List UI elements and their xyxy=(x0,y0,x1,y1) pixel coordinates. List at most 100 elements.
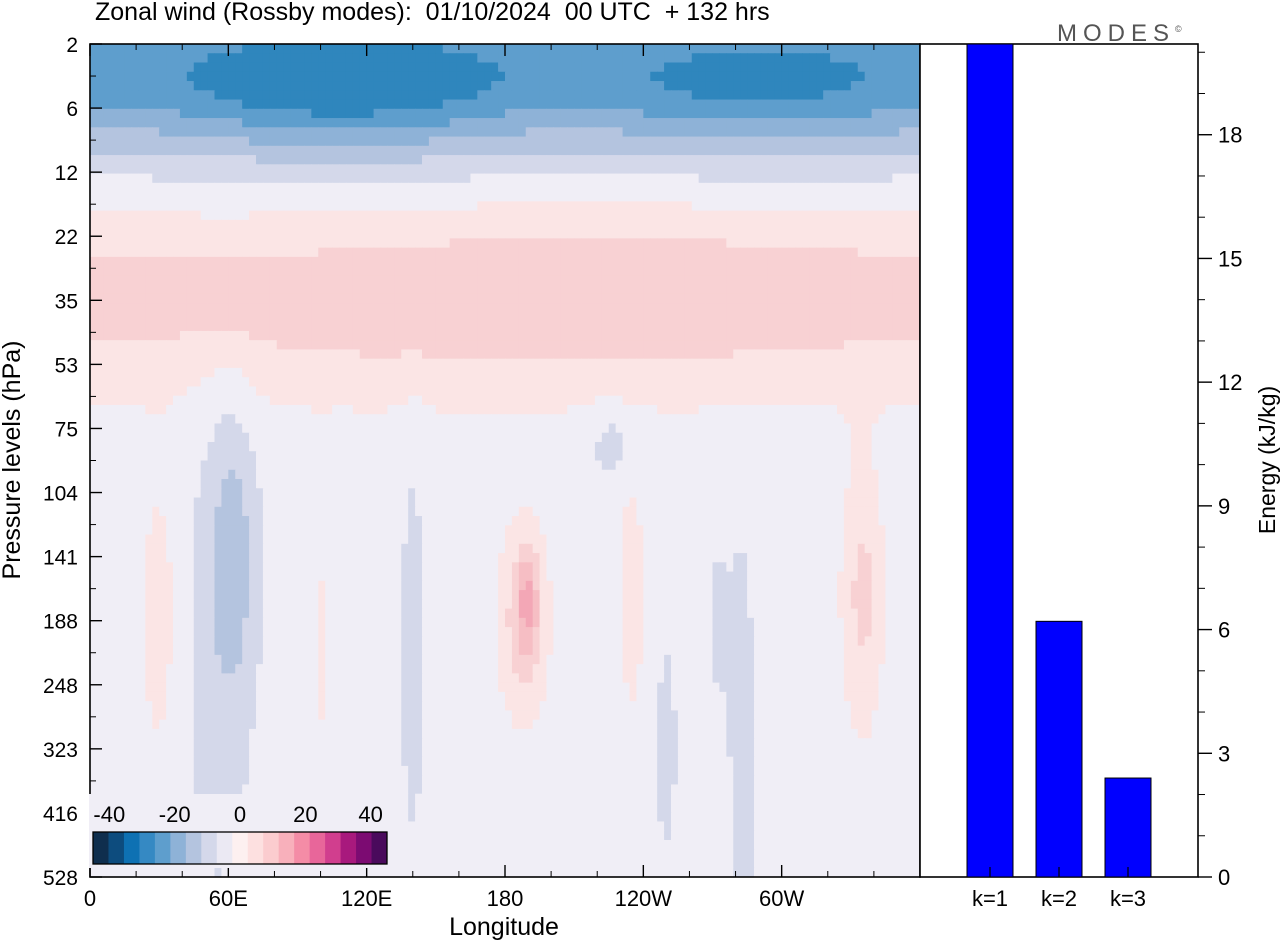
heatmap-cell xyxy=(311,386,319,397)
heatmap-cell xyxy=(352,44,361,54)
heatmap-cell xyxy=(470,312,478,323)
heatmap-cell xyxy=(698,377,707,388)
heatmap-cell xyxy=(103,173,112,184)
heatmap-cell xyxy=(671,284,679,295)
heatmap-cell xyxy=(560,312,568,323)
heatmap-cell xyxy=(359,136,368,147)
heatmap-cell xyxy=(712,108,721,119)
heatmap-cell xyxy=(781,145,790,156)
heatmap-cell xyxy=(733,136,741,147)
heatmap-cell xyxy=(747,303,755,314)
heatmap-cell xyxy=(415,358,423,369)
heatmap-cell xyxy=(809,256,817,267)
heatmap-cell xyxy=(491,71,499,82)
heatmap-cell xyxy=(186,414,195,425)
heatmap-cell xyxy=(269,340,278,351)
heatmap-cell xyxy=(477,414,485,425)
heatmap-cell xyxy=(664,71,672,82)
heatmap-cell xyxy=(532,44,541,54)
heatmap-cell xyxy=(470,62,478,73)
heatmap-cell xyxy=(422,192,430,202)
heatmap-cell xyxy=(228,108,236,119)
heatmap-cell xyxy=(684,284,693,295)
heatmap-cell xyxy=(152,238,160,249)
heatmap-cell xyxy=(913,164,920,175)
heatmap-cell xyxy=(498,145,506,156)
heatmap-cell xyxy=(906,201,914,212)
heatmap-cell xyxy=(906,340,914,351)
heatmap-cell xyxy=(484,201,492,212)
heatmap-cell xyxy=(145,192,153,202)
heatmap-cell xyxy=(283,377,292,388)
heatmap-cell xyxy=(657,358,665,369)
heatmap-cell xyxy=(200,81,209,91)
heatmap-cell xyxy=(359,201,368,212)
heatmap-cell xyxy=(643,90,651,101)
heatmap-cell xyxy=(802,62,810,73)
heatmap-cell xyxy=(249,404,257,415)
heatmap-cell xyxy=(442,247,451,258)
heatmap-cell xyxy=(677,404,686,415)
heatmap-cell xyxy=(525,99,534,110)
heatmap-cell xyxy=(532,367,541,378)
heatmap-cell xyxy=(857,340,866,351)
heatmap-cell xyxy=(601,71,610,82)
heatmap-cell xyxy=(643,303,651,314)
heatmap-cell xyxy=(615,395,624,406)
heatmap-cell xyxy=(456,238,465,249)
heatmap-cell xyxy=(532,238,541,249)
heatmap-cell xyxy=(705,108,714,119)
heatmap-cell xyxy=(491,423,499,434)
heatmap-cell xyxy=(269,81,278,91)
heatmap-cell xyxy=(131,238,140,249)
heatmap-cell xyxy=(442,201,451,212)
heatmap-cell xyxy=(802,275,810,286)
heatmap-cell xyxy=(484,266,492,276)
heatmap-cell xyxy=(442,127,451,138)
heatmap-cell xyxy=(885,108,893,119)
heatmap-cell xyxy=(553,293,561,304)
heatmap-cell xyxy=(159,44,167,54)
heatmap-cell xyxy=(747,71,755,82)
heatmap-cell xyxy=(809,367,817,378)
heatmap-cell xyxy=(788,53,797,64)
heatmap-cell xyxy=(525,81,534,91)
heatmap-cell xyxy=(463,164,472,175)
heatmap-cell xyxy=(677,118,686,128)
heatmap-cell xyxy=(498,90,506,101)
heatmap-cell xyxy=(553,377,561,388)
heatmap-cell xyxy=(311,127,319,138)
heatmap-cell xyxy=(463,201,472,212)
heatmap-cell xyxy=(131,127,140,138)
heatmap-cell xyxy=(532,145,541,156)
heatmap-cell xyxy=(498,256,506,267)
heatmap-cell xyxy=(774,358,783,369)
heatmap-cell xyxy=(560,219,568,230)
heatmap-cell xyxy=(470,99,478,110)
heatmap-cell xyxy=(435,145,444,156)
heatmap-cell xyxy=(754,201,762,212)
heatmap-cell xyxy=(332,275,340,286)
heatmap-cell xyxy=(256,395,264,406)
heatmap-cell xyxy=(615,62,624,73)
heatmap-cell xyxy=(511,210,520,221)
heatmap-cell xyxy=(345,155,354,165)
heatmap-cell xyxy=(664,53,672,64)
heatmap-cell xyxy=(387,367,395,378)
heatmap-cell xyxy=(802,108,810,119)
heatmap-cell xyxy=(636,340,644,351)
heatmap-cell xyxy=(892,275,900,286)
heatmap-cell xyxy=(684,256,693,267)
heatmap-cell xyxy=(650,395,658,406)
heatmap-cell xyxy=(387,127,395,138)
heatmap-cell xyxy=(422,238,430,249)
heatmap-cell xyxy=(671,275,679,286)
heatmap-cell xyxy=(532,266,541,276)
heatmap-cell xyxy=(124,312,133,323)
heatmap-cell xyxy=(608,377,617,388)
heatmap-cell xyxy=(733,201,741,212)
heatmap-cell xyxy=(249,358,257,369)
heatmap-cell xyxy=(698,71,707,82)
heatmap-cell xyxy=(643,219,651,230)
heatmap-cell xyxy=(359,90,368,101)
